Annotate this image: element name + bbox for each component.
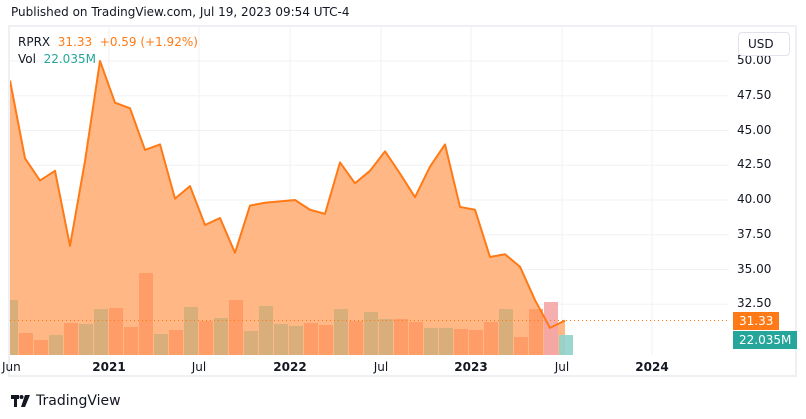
volume-bar [304,323,318,355]
published-caption: Published on TradingView.com, Jul 19, 20… [11,5,350,19]
volume-bar [364,312,378,355]
volume-bar [499,309,513,355]
volume-bar [154,334,168,355]
legend-volume-value: 22.035M [43,52,96,66]
volume-bar [484,322,498,355]
tradingview-brand: TradingView [36,393,121,409]
volume-bar [439,328,453,355]
price-axis-label: 37.50 [737,226,772,241]
volume-bar [274,324,288,355]
time-axis-label: Jul [373,360,389,374]
volume-bar [10,300,18,355]
volume-bar [109,308,123,355]
tradingview-logo[interactable]: TradingView [11,393,121,409]
volume-bar [139,273,153,355]
price-line [10,60,566,329]
price-axis-label: 35.00 [737,261,772,276]
volume-bar [94,309,108,355]
chart-plot-area[interactable] [10,27,729,355]
time-axis[interactable]: Jun 2021 Jul 2022 Jul 2023 Jul 2024 [2,357,729,377]
volume-bar [79,324,93,355]
volume-bar [529,309,543,355]
price-chart [10,27,729,355]
price-axis-label: 32.50 [737,296,772,311]
price-axis-label: 40.00 [737,192,772,206]
volume-bar [184,307,198,355]
price-axis-label: 50.00 [737,53,772,67]
legend-change: +0.59 (+1.92%) [99,35,198,49]
volume-bar [424,328,438,355]
chart-legend: RPRX 31.33 +0.59 (+1.92%) Vol 22.035M [18,34,198,68]
price-axis-label: 42.50 [737,157,772,172]
volume-bar [559,335,573,355]
volume-bar [169,330,183,355]
volume-bar [349,321,363,355]
volume-bar [244,331,258,355]
volume-bar [19,333,33,355]
volume-bar [379,319,393,355]
volume-bar [334,309,348,355]
price-axis-label: 45.00 [737,122,772,137]
price-axis[interactable]: 50.00 47.50 45.00 42.50 40.00 37.50 35.00 32.50 [729,27,795,355]
volume-bar [259,306,273,355]
time-axis-label: 2022 [273,360,307,374]
volume-bar [409,322,423,355]
time-axis-label: Jul [191,360,207,374]
volume-bar [49,335,63,355]
time-axis-label: Jul [554,360,570,374]
legend-last-price: 31.33 [57,35,93,49]
volume-bar [394,319,408,355]
price-axis-label: 47.50 [737,87,772,102]
currency-button[interactable]: USD [738,32,790,56]
volume-bar [214,318,228,355]
time-axis-label: 2023 [454,360,488,374]
time-axis-label: 2021 [92,360,126,374]
volume-bar [319,325,333,355]
volume-bar [289,326,303,355]
volume-bar [124,327,138,355]
volume-bar [229,300,243,355]
volume-bar [514,337,528,355]
volume-bar [199,321,213,355]
legend-volume-label[interactable]: Vol [18,52,36,66]
volume-bar [64,323,78,355]
legend-symbol[interactable]: RPRX [18,35,51,49]
volume-bar [469,330,483,355]
last-price-tag: 31.33 [733,312,780,330]
volume-bar [34,340,48,355]
volume-tag: 22.035M [733,331,798,349]
time-axis-label: 2024 [635,360,669,374]
volume-bar [454,329,468,355]
chart-frame [8,25,797,377]
time-axis-label: Jun [2,360,21,374]
tradingview-logo-icon [11,395,30,407]
